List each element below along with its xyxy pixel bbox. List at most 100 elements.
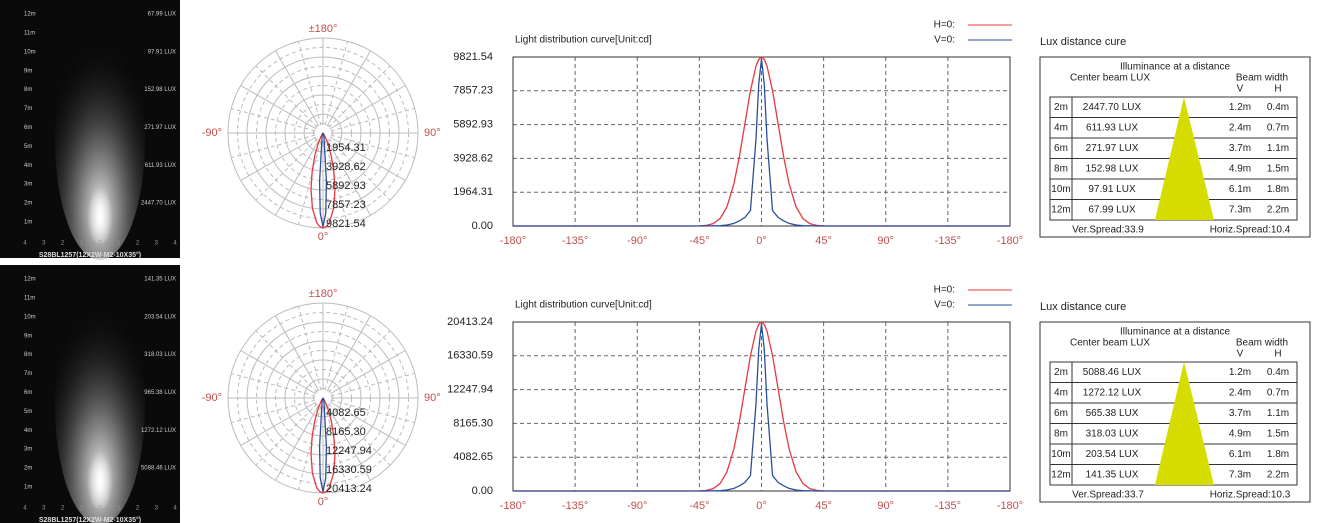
polar-spoke: [275, 139, 320, 216]
polar-angle-label: 0°: [318, 496, 329, 508]
distance-label: 6m: [24, 125, 32, 131]
y-tick-label: 16330.59: [447, 350, 493, 362]
lux-cell: 611.93 LUX: [1086, 122, 1138, 133]
beam-core: [87, 180, 113, 244]
polar-ring: [284, 94, 362, 172]
polar-spoke: [324, 41, 349, 126]
polar-spoke: [329, 85, 406, 130]
polar-ring: [246, 56, 400, 210]
h-header: H: [1274, 84, 1281, 95]
lux-cell: 1.5m: [1267, 163, 1289, 174]
lux-label: 965.38 LUX: [144, 390, 176, 396]
lux-label: 97.91 LUX: [148, 49, 176, 55]
polar-spoke: [330, 399, 415, 424]
x-tick-label: 0°: [756, 235, 767, 247]
lux-cell: 4m: [1054, 122, 1068, 133]
polar-spoke: [240, 85, 317, 130]
beam-x-label: 4: [173, 506, 177, 512]
line-series: [513, 324, 1010, 492]
distance-label: 12m: [24, 12, 36, 18]
polar-spoke: [231, 399, 316, 424]
lux-label: 152.98 LUX: [144, 87, 176, 93]
distance-label: 9m: [24, 68, 32, 74]
lux-cell: 8m: [1054, 428, 1068, 439]
distance-label: 11m: [24, 30, 35, 36]
lux-label: 5088.46 LUX: [141, 466, 176, 472]
polar-angle-label: ±180°: [309, 23, 338, 35]
lux-cell: 10m: [1051, 449, 1070, 460]
polar-ring: [265, 75, 381, 191]
distance-label: 5m: [24, 144, 32, 150]
polar-spoke: [240, 136, 317, 181]
distance-label: 2m: [24, 201, 32, 207]
polar-tick-label: 5892.93: [326, 180, 366, 192]
polar-ring: [265, 340, 381, 456]
lux-cell: 6m: [1054, 143, 1068, 154]
distance-label: 4m: [24, 428, 32, 434]
beam-x-label: 1: [80, 506, 84, 512]
lux-title: Illuminance at a distance: [1120, 327, 1231, 338]
distance-label: 7m: [24, 371, 32, 377]
x-tick-label: -180°: [997, 235, 1023, 247]
lux-cell: 6.1m: [1229, 184, 1251, 195]
polar-angle-label: 0°: [318, 231, 329, 243]
lux-label: 1272.12 LUX: [141, 428, 176, 434]
x-tick-label: 45°: [815, 500, 832, 512]
lux-cell: 318.03 LUX: [1086, 428, 1139, 439]
distance-label: 1m: [24, 219, 32, 225]
lux-cell: 1.1m: [1267, 143, 1289, 154]
lux-cell: 2.2m: [1267, 204, 1289, 215]
width-header: Beam width: [1236, 338, 1288, 349]
distance-label: 11m: [24, 295, 35, 301]
x-tick-label: 0°: [756, 500, 767, 512]
polar-angle-label: -90°: [202, 392, 222, 404]
x-tick-label: -135°: [562, 500, 588, 512]
x-tick-label: -90°: [627, 500, 647, 512]
lux-cell: 8m: [1054, 163, 1068, 174]
lux-cell: 4.9m: [1229, 163, 1251, 174]
lux-cell: 0.4m: [1267, 102, 1289, 113]
beam-x-label: 2: [136, 506, 140, 512]
polar-spoke: [330, 107, 415, 132]
v-header: V: [1237, 84, 1244, 95]
horiz-spread: Horiz.Spread:10.4: [1210, 225, 1291, 236]
distance-label: 3m: [24, 447, 32, 453]
beam-x-label: 3: [155, 241, 159, 247]
y-tick-label: 5892.93: [453, 119, 493, 131]
distance-label: 3m: [24, 182, 32, 188]
polar-spoke: [329, 350, 406, 395]
x-tick-label: -135°: [935, 235, 961, 247]
x-tick-label: -180°: [500, 500, 526, 512]
lux-cell: 0.4m: [1267, 367, 1289, 378]
lux-cell: 0.7m: [1267, 122, 1289, 133]
polar-curve: [318, 132, 328, 227]
polar-tick-label: 1954.31: [326, 142, 366, 154]
beam-x-label: 4: [23, 241, 27, 247]
y-tick-label: 0.00: [472, 485, 493, 497]
beam-x-label: 3: [155, 506, 159, 512]
lux-cell: 1.1m: [1267, 408, 1289, 419]
polar-spoke: [324, 306, 349, 391]
polar-spoke: [240, 350, 317, 395]
center-header: Center beam LUX: [1070, 338, 1150, 349]
beam-glow: [55, 285, 145, 523]
lux-heading: Lux distance cure: [1040, 301, 1126, 313]
polar-spoke: [326, 404, 371, 481]
distance-label: 12m: [24, 277, 36, 283]
lux-heading: Lux distance cure: [1040, 36, 1126, 48]
lux-label: 611.93 LUX: [145, 163, 176, 169]
lux-label: 271.97 LUX: [144, 125, 176, 131]
beam-x-label: 4: [23, 506, 27, 512]
beam-x-label: 1: [117, 241, 121, 247]
beam-x-label: 0: [98, 506, 102, 512]
polar-spoke: [255, 65, 318, 128]
lux-cell: 6m: [1054, 408, 1068, 419]
h-header: H: [1274, 349, 1281, 360]
distance-label: 8m: [24, 87, 32, 93]
polar-spoke: [328, 138, 391, 201]
polar-tick-label: 16330.59: [326, 464, 372, 476]
polar-tick-label: 20413.24: [326, 483, 372, 495]
distance-label: 1m: [24, 484, 32, 490]
v-header: V: [1237, 349, 1244, 360]
distance-label: 7m: [24, 106, 32, 112]
